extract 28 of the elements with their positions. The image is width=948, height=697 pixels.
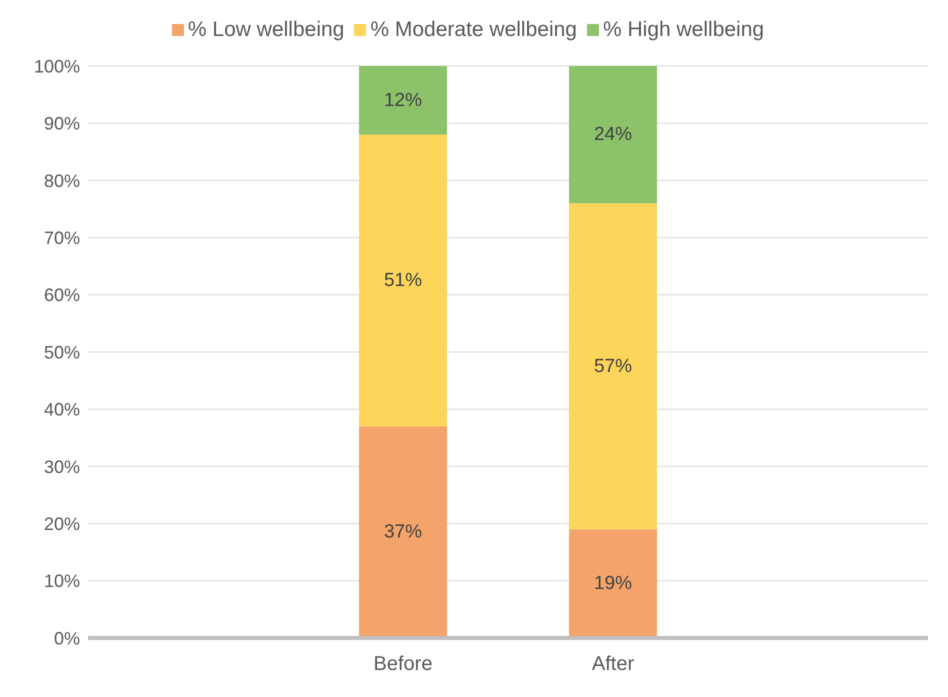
y-tick-label: 90% [44,114,80,134]
bar [569,66,657,204]
legend-label: % Low wellbeing [188,18,344,41]
bar [569,203,657,530]
y-tick-label: 80% [44,170,80,191]
bar [359,66,447,135]
y-tick-label: 50% [44,342,80,362]
y-tick-label: 20% [44,514,80,534]
bar [569,529,657,638]
y-tick-label: 10% [44,571,80,592]
text: 12% [384,90,422,111]
y-tick-label: 40% [44,400,80,420]
legend-label: % Moderate wellbeing [370,18,577,41]
bar [359,426,447,638]
text: 24% [594,124,632,146]
x-tick-label: After [592,653,634,676]
text: 51% [384,270,422,291]
y-tick-label: 100% [34,56,80,76]
y-tick-label: 0% [54,628,80,648]
y-tick-label: 60% [44,285,80,306]
y-tick-label: 70% [44,228,80,248]
text: 57% [594,356,632,377]
x-tick-label: Before [374,653,432,676]
text: 19% [594,573,632,594]
text: 37% [384,522,422,543]
y-tick-label: 30% [44,456,80,477]
legend-label: % High wellbeing [602,18,764,41]
bar [359,134,447,426]
